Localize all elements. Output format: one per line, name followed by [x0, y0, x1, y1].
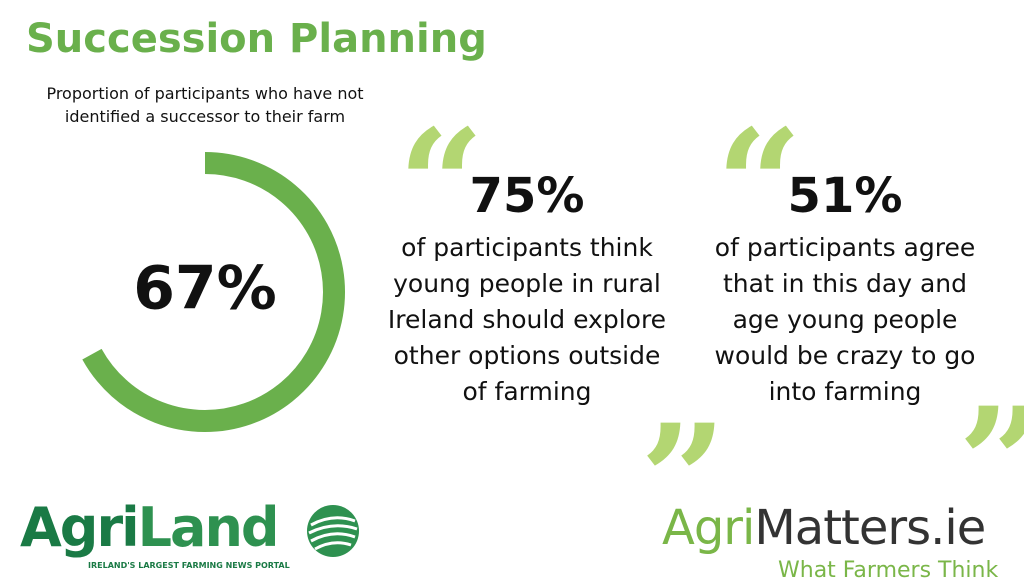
- logo-tagline: IRELAND'S LARGEST FARMING NEWS PORTAL: [88, 561, 290, 570]
- stat-text: of participants agree that in this day a…: [714, 233, 976, 406]
- chart-title: Proportion of participants who have not …: [46, 84, 364, 126]
- center-label: 67%: [133, 254, 277, 324]
- stat-text: of participants think young people in ru…: [387, 233, 667, 406]
- logo-text: Agri: [20, 496, 140, 559]
- logo-agriland: AgriLand: [20, 496, 280, 559]
- quote-open: “: [716, 97, 803, 273]
- quote-close: ”: [958, 388, 1024, 538]
- donut-arc: [82, 152, 345, 432]
- logo-text: Agri: [662, 500, 755, 556]
- donut-chart: 67%: [82, 152, 345, 432]
- quote-close: ”: [640, 392, 727, 568]
- logo-tagline: What Farmers Think: [778, 558, 999, 583]
- quote-open: “: [398, 97, 485, 273]
- stat-figure: 75%: [469, 168, 585, 224]
- stat-figure: 51%: [787, 168, 903, 224]
- logo-text: Land: [137, 496, 280, 559]
- logo-agrimatters: AgriMatters.ie: [662, 500, 986, 556]
- logo-icon: [307, 505, 359, 557]
- page-title: Succession Planning: [26, 16, 487, 62]
- logo-text: Matters.ie: [754, 500, 986, 556]
